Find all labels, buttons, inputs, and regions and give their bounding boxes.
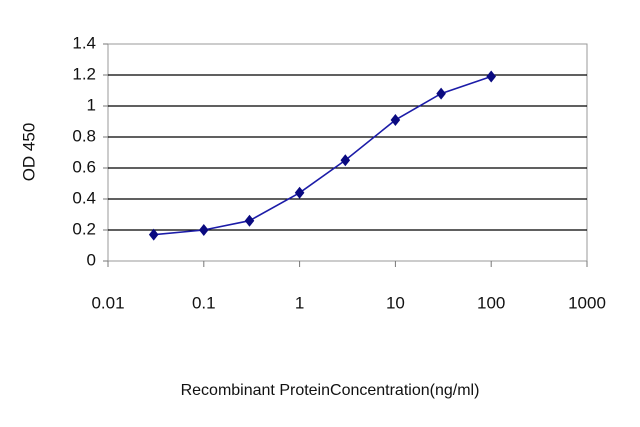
y-tick-label: 0.2: [72, 219, 96, 238]
y-tick-label: 1.4: [72, 33, 96, 52]
data-point: [199, 224, 209, 236]
x-tick-label: 0.1: [192, 293, 216, 312]
data-point: [148, 228, 159, 241]
data-point: [340, 154, 351, 167]
y-tick-label: 1: [87, 95, 96, 114]
data-point: [390, 113, 401, 126]
x-tick-label: 10: [386, 293, 405, 312]
x-tick-label: 1: [295, 293, 304, 312]
plot-area: [107, 43, 588, 262]
y-tick-label: 0.8: [72, 126, 96, 145]
data-line: [153, 75, 492, 236]
x-tick-label: 1000: [568, 293, 606, 312]
data-point: [436, 87, 446, 100]
y-tick-label: 0.4: [72, 188, 96, 207]
y-tick-label: 1.2: [72, 64, 96, 83]
x-tick-label: 100: [477, 293, 505, 312]
y-axis-label: OD 450: [19, 123, 38, 182]
y-tick-label: 0.6: [72, 157, 96, 176]
data-point: [244, 214, 255, 227]
y-tick-label: 0: [87, 250, 96, 269]
data-point: [294, 186, 305, 199]
x-tick-label: 0.01: [91, 293, 124, 312]
data-point: [486, 70, 496, 83]
x-axis-label: Recombinant ProteinConcentration(ng/ml): [181, 382, 480, 399]
